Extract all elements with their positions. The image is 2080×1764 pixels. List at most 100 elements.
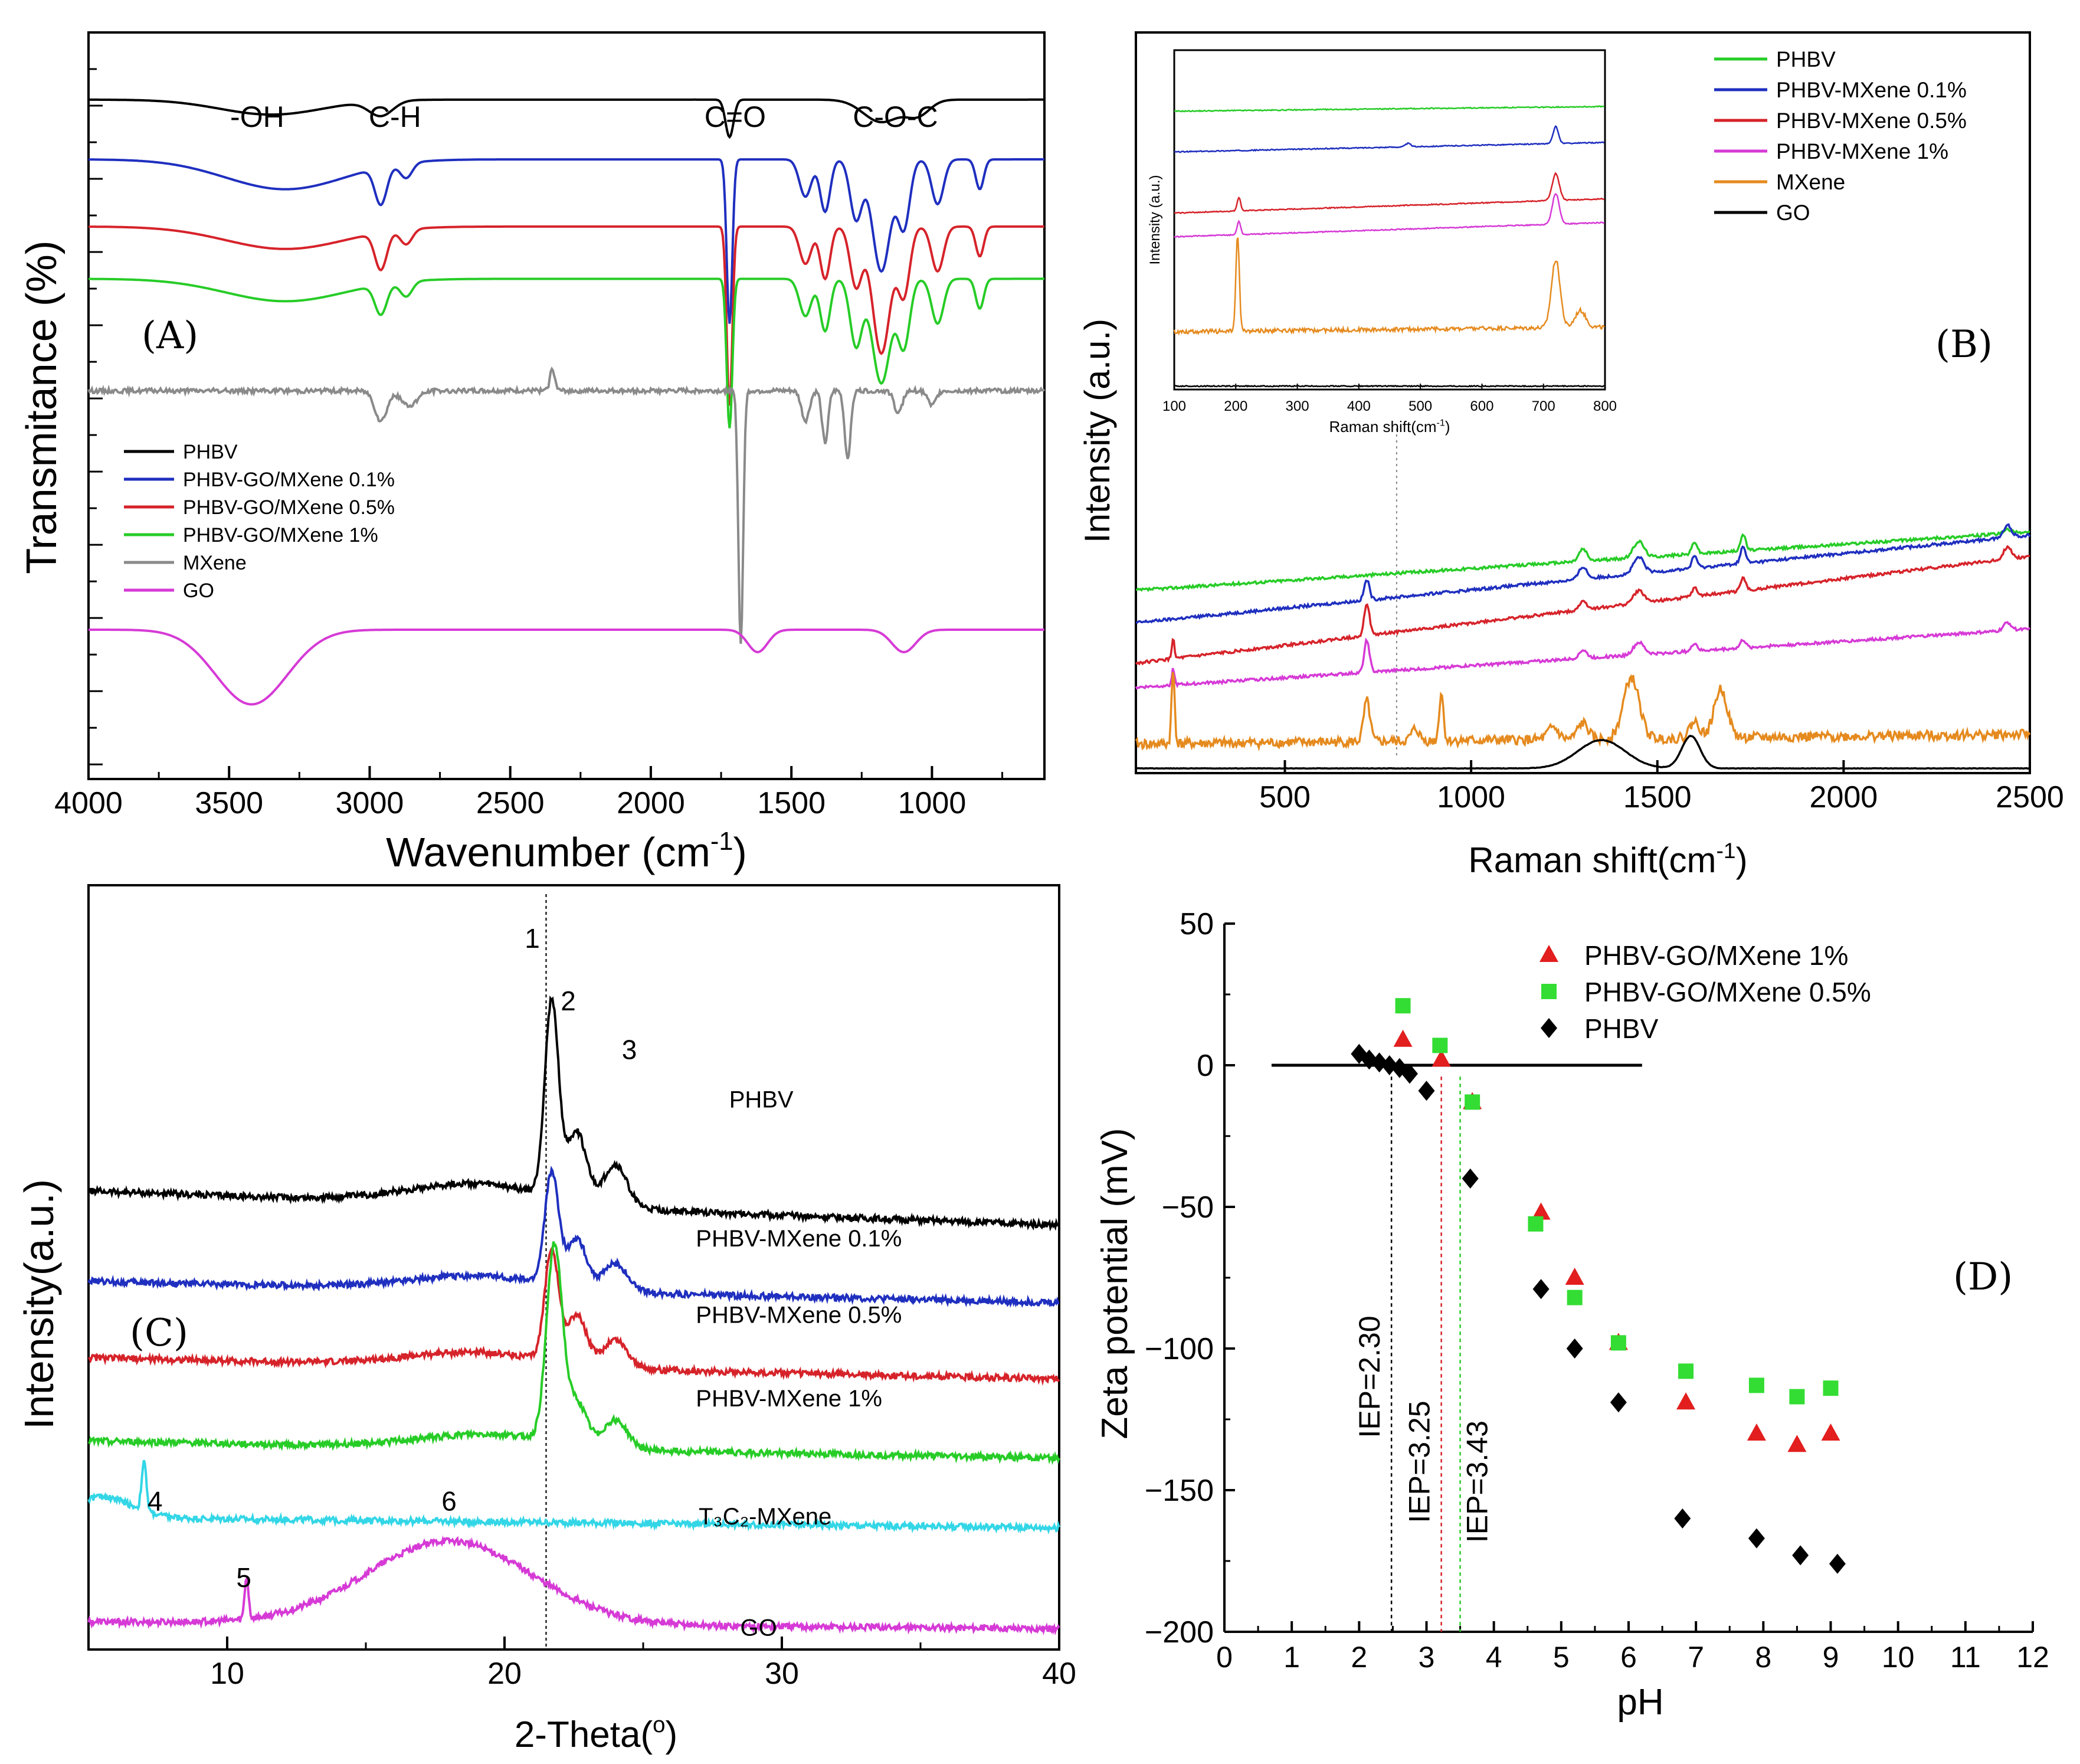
panel-b-xtick-label: 1000 — [1437, 780, 1505, 814]
panel-a-legend-label: GO — [183, 580, 214, 602]
panel-d-legend-label: PHBV-GO/MXene 0.5% — [1584, 977, 1871, 1007]
panel-a-annotation: -OH — [230, 100, 284, 133]
panel-d-iep-label: IEP=3.43 — [1461, 1421, 1494, 1543]
panel-b-inset-series-5 — [1174, 384, 1605, 388]
panel-d-xtick-label: 7 — [1688, 1641, 1704, 1674]
panel-b-inset-series-1 — [1174, 125, 1605, 153]
panel-c-peak-label: 3 — [622, 1034, 637, 1065]
panel-d-legend-marker — [1539, 945, 1558, 962]
panel-c-series-4 — [87, 1459, 1060, 1535]
panel-d-point-2 — [1674, 1508, 1691, 1529]
panel-b-xtick-label: 2500 — [1996, 780, 2064, 814]
panel-b-inset-series-4 — [1173, 237, 1606, 336]
panel-d-xtick-label: 12 — [2016, 1641, 2049, 1674]
panel-d-point-2 — [1566, 1338, 1583, 1359]
panel-b-inset-ylabel: Intensity (a.u.) — [1147, 175, 1163, 264]
panel-a-ylabel: Transmitance (%) — [18, 240, 65, 574]
panel-b-inset-series-0 — [1174, 105, 1604, 113]
panel-d-ylabel: Zeta potential (mV) — [1095, 1128, 1135, 1439]
panel-a-frame — [87, 31, 1046, 780]
panel-d-label: (D) — [1953, 1255, 2013, 1299]
panel-b-series-5 — [1135, 735, 2030, 770]
panel-c-series-0 — [87, 995, 1060, 1232]
panel-d-point-0 — [1531, 1202, 1551, 1220]
panel-b-inset-xlabel: Raman shift(cm-1) — [1329, 418, 1450, 436]
panel-c-series-5 — [87, 1535, 1060, 1636]
panel-c-xtick-label: 30 — [765, 1657, 799, 1691]
panel-c-series-2 — [88, 1245, 1060, 1386]
panel-d-point-2 — [1829, 1553, 1846, 1574]
panel-a-legend-label: PHBV-GO/MXene 0.5% — [183, 496, 395, 519]
panel-d-legend-label: PHBV-GO/MXene 1% — [1584, 940, 1848, 971]
panel-b-ylabel: Intensity (a.u.) — [1077, 319, 1117, 543]
panel-b-inset-xtick-label: 800 — [1593, 398, 1617, 414]
panel-a-legend-label: PHBV — [183, 441, 238, 463]
panel-b-inset-xtick-label: 300 — [1286, 398, 1309, 414]
panel-d-ytick-label: −100 — [1145, 1332, 1214, 1366]
panel-c-xlabel: 2-Theta(o) — [515, 1712, 677, 1755]
panel-b-inset-xtick-label: 600 — [1470, 398, 1493, 414]
panel-d-xtick-label: 10 — [1882, 1641, 1915, 1674]
panel-c-ylabel: Intensity(a.u.) — [16, 1179, 62, 1429]
panel-b-inset-series-2 — [1174, 172, 1605, 215]
panel-d-xtick-label: 3 — [1419, 1641, 1435, 1674]
panel-d-point-2 — [1748, 1528, 1765, 1549]
panel-a-annotation: C-H — [369, 100, 421, 133]
panel-d-point-1 — [1465, 1094, 1480, 1110]
panel-b-inset-xtick-label: 200 — [1224, 398, 1247, 414]
panel-d-point-0 — [1432, 1049, 1451, 1067]
panel-d-xtick-label: 5 — [1553, 1641, 1570, 1674]
panel-b-series-0 — [1135, 527, 2030, 593]
panel-d-iep-label: IEP=2.30 — [1353, 1315, 1386, 1438]
panel-a-series-0 — [89, 98, 1044, 139]
panel-a-xtick-label: 3000 — [336, 786, 404, 820]
panel-d-point-2 — [1532, 1279, 1550, 1300]
panel-b-series-4 — [1135, 672, 2031, 752]
panel-b-series-1 — [1135, 523, 2031, 624]
panel-d-iep-label: IEP=3.25 — [1403, 1400, 1436, 1523]
panel-c-series-1 — [87, 1166, 1060, 1308]
panel-a-series-4 — [87, 366, 1046, 644]
panel-d-point-1 — [1789, 1389, 1805, 1405]
panel-d-xtick-label: 1 — [1283, 1641, 1300, 1674]
panel-d-ytick-label: −200 — [1145, 1615, 1214, 1650]
panel-c-peak-label: 6 — [441, 1486, 457, 1517]
panel-b-inset-xtick-label: 400 — [1347, 398, 1371, 414]
panel-d-point-1 — [1678, 1363, 1694, 1379]
panel-d-point-2 — [1462, 1169, 1479, 1189]
panel-d-legend-marker — [1541, 1018, 1557, 1038]
panel-c-series-3 — [87, 1241, 1060, 1465]
panel-b-legend-label: GO — [1776, 201, 1810, 225]
panel-d-xtick-label: 0 — [1216, 1641, 1233, 1674]
panel-d-xtick-label: 8 — [1755, 1641, 1771, 1674]
panel-d-point-0 — [1676, 1392, 1696, 1410]
panel-b-inset-xtick-label: 100 — [1162, 398, 1186, 414]
panel-d-xlabel: pH — [1617, 1682, 1663, 1723]
panel-c-series-label: PHBV-MXene 0.5% — [696, 1302, 902, 1328]
panel-d-ytick-label: 50 — [1180, 907, 1214, 941]
panel-d-point-0 — [1747, 1423, 1766, 1441]
panel-a-series-1 — [89, 158, 1044, 324]
panel-c: 10 20 30 40 2-Theta(o) Intensity(a.u.) (C) PHBV… — [16, 884, 1076, 1755]
panel-d: 0 1 2 3 4 5 6 7 8 9 10 11 12500−50−100−150−200pHZeta… — [1095, 907, 2049, 1723]
panel-a-xtick-label: 3500 — [195, 786, 263, 820]
panel-d-point-1 — [1567, 1290, 1583, 1305]
panel-d-point-1 — [1528, 1216, 1544, 1232]
panel-b-legend-label: PHBV — [1776, 47, 1836, 71]
panel-b-series-2 — [1135, 545, 2030, 666]
panel-c-series-label: GO — [741, 1615, 777, 1641]
panel-b-xtick-label: 1500 — [1623, 780, 1692, 814]
panel-a-label: (A) — [142, 314, 198, 358]
panel-d-point-1 — [1395, 998, 1411, 1014]
panel-c-xtick-label: 10 — [210, 1657, 244, 1691]
panel-a: 4000 3500 3000 2500 2000 1500 1000 Wavenumber (… — [18, 31, 1046, 875]
panel-c-label: (C) — [130, 1311, 188, 1355]
panel-d-point-2 — [1792, 1545, 1809, 1566]
panel-c-peak-label: 4 — [148, 1486, 163, 1517]
panel-a-legend-label: PHBV-GO/MXene 0.1% — [183, 469, 395, 491]
panel-d-point-0 — [1393, 1029, 1413, 1047]
panel-a-xtick-label: 4000 — [54, 786, 123, 820]
panel-b-inset-xtick-label: 500 — [1408, 398, 1432, 414]
panel-d-point-0 — [1565, 1268, 1584, 1285]
panel-c-peak-label: 1 — [525, 923, 540, 954]
